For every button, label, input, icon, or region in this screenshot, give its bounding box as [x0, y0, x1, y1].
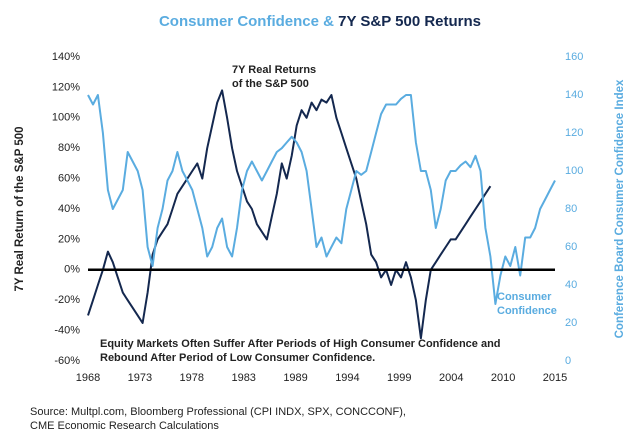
y2-axis-label: Conference Board Consumer Confidence Ind…: [614, 79, 626, 338]
x-tick-label: 2004: [439, 372, 463, 384]
series-line: [87, 94, 556, 305]
y-tick-label: 40%: [58, 203, 80, 215]
y2-tick-label: 40: [565, 279, 577, 291]
x-tick-label: 1989: [283, 372, 307, 384]
y-tick-label: -40%: [54, 325, 80, 337]
y-tick-label: -60%: [54, 355, 80, 367]
y2-tick-label: 120: [565, 127, 583, 139]
annotation: Equity Markets Often Suffer After Period…: [100, 338, 501, 350]
y-tick-label: 20%: [58, 233, 80, 245]
x-tick-label: 1973: [128, 372, 152, 384]
title-part: Consumer Confidence &: [159, 13, 334, 30]
annotation: Rebound After Period of Low Consumer Con…: [100, 352, 375, 364]
series-line: [87, 89, 492, 340]
x-tick-label: 1983: [231, 372, 255, 384]
y2-tick-label: 100: [565, 165, 583, 177]
y-tick-label: -20%: [54, 294, 80, 306]
x-tick-label: 2015: [543, 372, 567, 384]
y-tick-label: 80%: [58, 142, 80, 154]
annotation: of the S&P 500: [232, 78, 309, 90]
y2-tick-label: 0: [565, 355, 571, 367]
source: CME Economic Research Calculations: [30, 420, 219, 432]
x-tick-label: 1978: [179, 372, 203, 384]
y-tick-label: 0%: [64, 264, 80, 276]
y-tick-label: 140%: [52, 51, 80, 63]
x-tick-label: 1999: [387, 372, 411, 384]
x-tick-label: 1994: [335, 372, 359, 384]
y-tick-label: 120%: [52, 81, 80, 93]
annotation: Confidence: [497, 305, 557, 317]
y2-tick-label: 140: [565, 89, 583, 101]
y-axis-label: 7Y Real Return of the S&P 500: [14, 126, 26, 291]
y-tick-label: 60%: [58, 173, 80, 185]
y2-tick-label: 60: [565, 241, 577, 253]
title-part: 7Y S&P 500 Returns: [338, 13, 481, 30]
chart-title: Consumer Confidence & 7Y S&P 500 Returns: [159, 13, 481, 30]
annotation: Consumer: [497, 291, 552, 303]
x-tick-label: 1968: [76, 372, 100, 384]
y-tick-label: 100%: [52, 112, 80, 124]
x-tick-label: 2010: [491, 372, 515, 384]
y2-tick-label: 80: [565, 203, 577, 215]
y2-tick-label: 160: [565, 51, 583, 63]
annotation: 7Y Real Returns: [232, 64, 316, 76]
source: Source: Multpl.com, Bloomberg Profession…: [30, 406, 406, 418]
y2-tick-label: 20: [565, 317, 577, 329]
